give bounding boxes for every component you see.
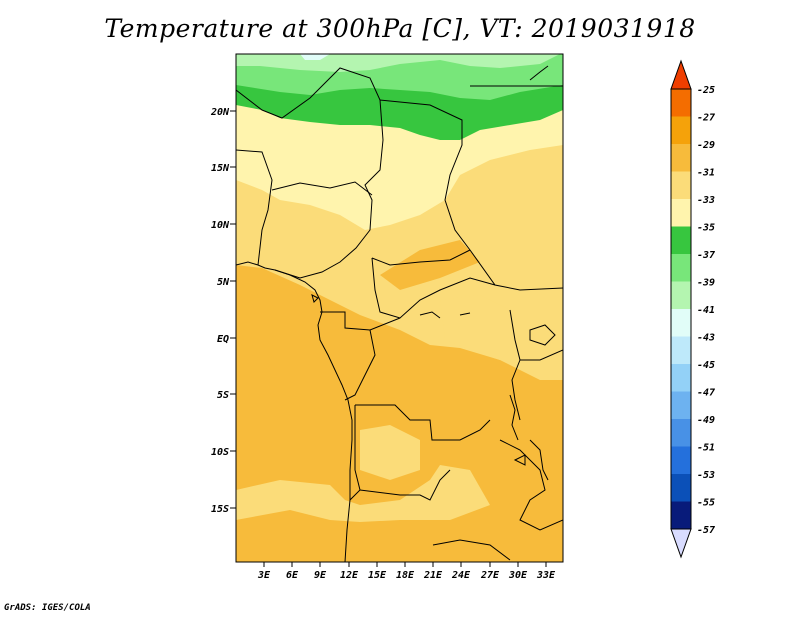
colorbar-swatch-2 [671, 116, 691, 144]
lon-label-12e: 12E [340, 570, 359, 581]
lake-tanganyika [509, 394, 519, 441]
field-patch-31-east [440, 295, 520, 360]
colorbar-cap-top [670, 59, 692, 90]
lon-label-27e: 27E [480, 570, 500, 581]
border-niger-nigeria [271, 181, 373, 196]
border-nigeria-west [236, 149, 273, 266]
colorbar-swatch-4 [671, 171, 691, 199]
lake-victoria [529, 324, 556, 346]
colorbar-label-neg55: -55 [697, 498, 715, 509]
lake-malawi [529, 439, 549, 481]
field-patch-31-south [236, 465, 490, 522]
border-car-north [371, 249, 471, 266]
lon-tick-marks [263, 562, 547, 567]
lon-label-18e: 18E [396, 570, 415, 581]
colorbar-swatch-6 [671, 226, 691, 254]
colorbar-swatch-13 [671, 419, 691, 447]
field-region-43 [300, 54, 330, 60]
lat-label-eq: EQ [217, 334, 229, 345]
map-frame [235, 53, 564, 563]
lon-label-24e: 24E [451, 570, 471, 581]
colorbar-swatch-10 [671, 336, 691, 364]
colorbar-label-neg39: -39 [697, 278, 715, 289]
colorbar-labels: -25 -27 -29 -31 -33 -35 -37 -39 -41 -43 … [697, 85, 715, 536]
colorbar-label-neg45: -45 [697, 360, 715, 371]
colorbar-label-neg37: -37 [697, 250, 715, 261]
lat-labels: 20N 15N 10N 5N EQ 5S 10S 15S [210, 107, 230, 515]
colorbar-swatch-16 [671, 501, 691, 529]
lon-label-9e: 9E [314, 570, 327, 581]
field-patch-31-central [360, 425, 420, 480]
colorbar-swatch-12 [671, 391, 691, 419]
colorbar-label-neg51: -51 [697, 443, 715, 454]
border-uganda-kenya [520, 349, 563, 361]
border-angola-west [349, 405, 361, 501]
lat-tick-marks [230, 110, 236, 509]
island-bioko [311, 294, 319, 303]
lake-mweru [513, 454, 526, 466]
lat-label-10s: 10S [211, 447, 229, 458]
lon-labels: 3E 6E 9E 12E 15E 18E 21E 24E 27E 30E 33E [257, 570, 556, 581]
border-great-lakes [509, 309, 521, 421]
lon-label-33e: 33E [536, 570, 556, 581]
border-chad-sudan [379, 99, 563, 291]
colorbar-swatch-1 [671, 89, 691, 117]
colorbar-label-neg29: -29 [697, 140, 715, 151]
river-congo [419, 311, 471, 319]
lon-label-6e: 6E [286, 570, 299, 581]
colorbar-label-neg47: -47 [697, 388, 715, 399]
colorbar-label-neg43: -43 [697, 333, 715, 344]
field-patch-29-north [380, 240, 480, 290]
temperature-field [236, 54, 563, 562]
colorbar-swatch-7 [671, 254, 691, 282]
map-title: Temperature at 300hPa [C], VT: 201903191… [104, 14, 696, 43]
colorbar-frame [670, 88, 692, 530]
colorbar-label-neg27: -27 [697, 113, 715, 124]
border-botswana [432, 539, 511, 561]
lat-label-15n: 15N [211, 163, 230, 174]
lon-label-30e: 30E [508, 570, 528, 581]
lat-label-20n: 20N [210, 107, 230, 118]
border-congo-drc [344, 329, 376, 401]
coastline-west [236, 261, 353, 562]
colorbar-label-neg41: -41 [697, 305, 715, 316]
nile-river [529, 65, 549, 81]
lat-label-5n: 5N [217, 277, 230, 288]
colorbar-swatch-8 [671, 281, 691, 309]
country-borders [236, 65, 563, 562]
border-niger-chad [236, 67, 384, 279]
colorbar-swatch-11 [671, 364, 691, 392]
colorbar-cap-bottom [670, 528, 692, 559]
colorbar-swatch-9 [671, 309, 691, 337]
lat-label-5s: 5S [217, 390, 229, 401]
colorbar-label-neg31: -31 [697, 168, 715, 179]
colorbar-label-neg33: -33 [697, 195, 715, 206]
border-gabon-congo [320, 311, 401, 331]
lon-label-3e: 3E [257, 570, 271, 581]
colorbar-swatch-15 [671, 474, 691, 502]
border-car-south [371, 257, 496, 319]
border-angola-zambia [359, 469, 451, 501]
lon-label-15e: 15E [368, 570, 387, 581]
colorbar-swatch-5 [671, 199, 691, 227]
colorbar-label-neg25: -25 [697, 85, 715, 96]
colorbar-label-neg53: -53 [697, 470, 715, 481]
colorbar-label-neg49: -49 [697, 415, 715, 426]
colorbar-swatch-3 [671, 144, 691, 172]
colorbar [670, 59, 692, 559]
colorbar-label-neg57: -57 [697, 525, 715, 536]
border-zambia-mozambique [499, 439, 563, 531]
border-angola-drc [355, 404, 491, 441]
lon-label-21e: 21E [423, 570, 443, 581]
lat-label-15s: 15S [211, 504, 229, 515]
lat-label-10n: 10N [211, 220, 230, 231]
colorbar-label-neg35: -35 [697, 223, 715, 234]
grads-credit: GrADS: IGES/COLA [4, 603, 91, 613]
colorbar-swatch-14 [671, 446, 691, 474]
